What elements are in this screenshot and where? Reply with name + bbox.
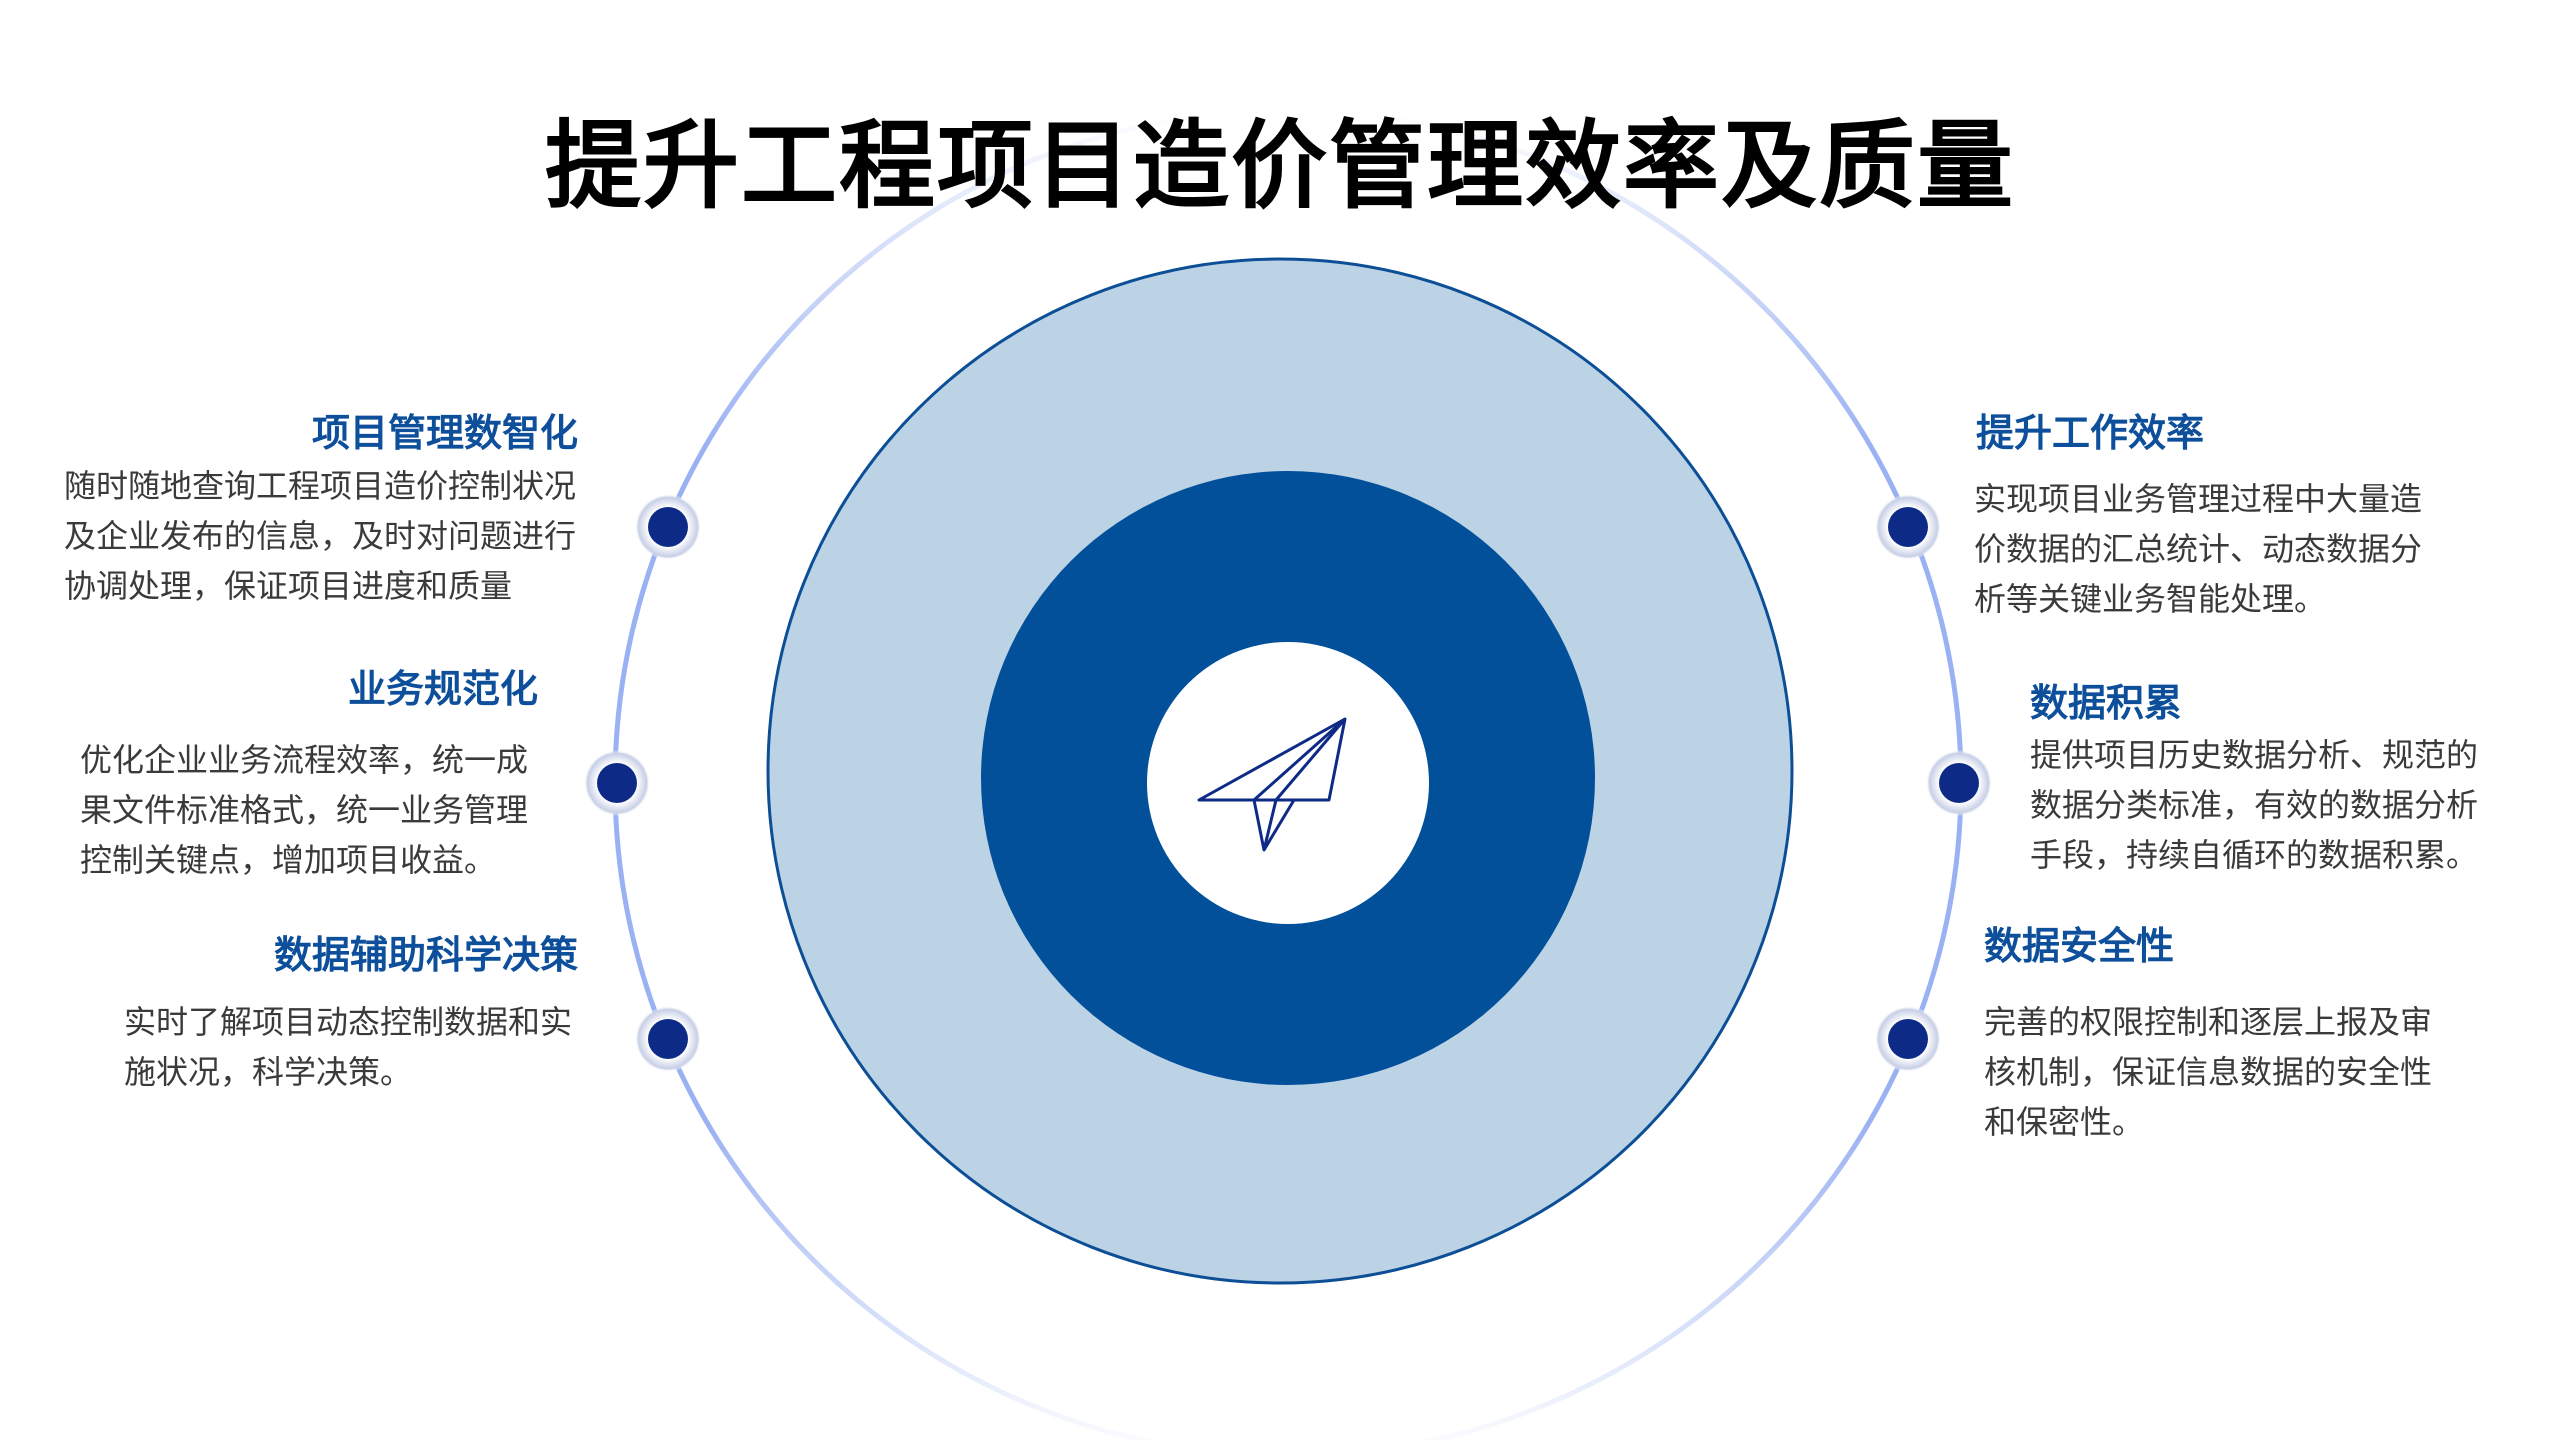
dot-left-1 [635, 494, 701, 560]
paper-plane-icon [1197, 717, 1347, 852]
item-body-project-digital: 随时随地查询工程项目造价控制状况 及企业发布的信息，及时对问题进行 协调处理，保… [64, 461, 576, 611]
item-heading-data-security: 数据安全性 [1984, 924, 2175, 968]
item-body-data-security: 完善的权限控制和逐层上报及审 核机制，保证信息数据的安全性 和保密性。 [1984, 997, 2432, 1147]
body-line: 手段，持续自循环的数据积累。 [2030, 836, 2479, 874]
item-heading-project-digital: 项目管理数智化 [311, 411, 578, 455]
body-line: 协调处理，保证项目进度和质量 [64, 567, 513, 605]
dot-right-2 [1926, 750, 1992, 816]
body-line: 及企业发布的信息，及时对问题进行 [64, 517, 577, 555]
center-white-circle [1147, 642, 1429, 924]
body-line: 优化企业业务流程效率，统一成 [80, 741, 529, 779]
item-body-business-standard: 优化企业业务流程效率，统一成 果文件标准格式，统一业务管理 控制关键点，增加项目… [80, 735, 528, 885]
body-line: 析等关键业务智能处理。 [1974, 580, 2327, 618]
dot-right-3 [1875, 1006, 1941, 1072]
body-line: 实现项目业务管理过程中大量造 [1974, 480, 2423, 518]
body-line: 果文件标准格式，统一业务管理 [80, 791, 529, 829]
timeline-dots [584, 494, 1992, 1072]
dot-left-2 [584, 750, 650, 816]
item-body-data-decision: 实时了解项目动态控制数据和实 施状况，科学决策。 [124, 997, 572, 1097]
item-heading-data-accumulation: 数据积累 [2030, 681, 2183, 725]
item-body-data-accumulation: 提供项目历史数据分析、规范的 数据分类标准，有效的数据分析 手段，持续自循环的数… [2030, 730, 2478, 880]
dot-left-3 [635, 1006, 701, 1072]
body-line: 完善的权限控制和逐层上报及审 [1984, 1003, 2433, 1041]
item-heading-efficiency: 提升工作效率 [1976, 411, 2205, 455]
body-line: 施状况，科学决策。 [124, 1053, 413, 1091]
body-line: 价数据的汇总统计、动态数据分 [1974, 530, 2423, 568]
body-line: 实时了解项目动态控制数据和实 [124, 1003, 573, 1041]
body-line: 提供项目历史数据分析、规范的 [2030, 736, 2479, 774]
body-line: 和保密性。 [1984, 1103, 2145, 1141]
body-line: 控制关键点，增加项目收益。 [80, 841, 497, 879]
item-heading-business-standard: 业务规范化 [347, 667, 538, 711]
body-line: 数据分类标准，有效的数据分析 [2030, 786, 2479, 824]
body-line: 核机制，保证信息数据的安全性 [1984, 1053, 2433, 1091]
body-line: 随时随地查询工程项目造价控制状况 [64, 467, 577, 505]
item-body-efficiency: 实现项目业务管理过程中大量造 价数据的汇总统计、动态数据分 析等关键业务智能处理… [1974, 474, 2422, 624]
page-title: 提升工程项目造价管理效率及质量 [545, 110, 2015, 222]
item-heading-data-decision: 数据辅助科学决策 [273, 933, 578, 977]
dot-right-1 [1875, 494, 1941, 560]
